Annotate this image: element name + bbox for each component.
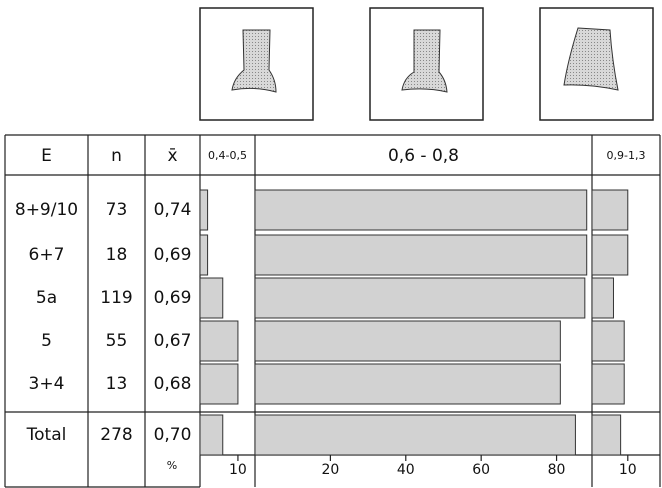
bar: [199, 189, 209, 231]
bar: [591, 234, 629, 276]
bar: [254, 234, 588, 276]
bar: [199, 277, 224, 319]
table-cell: 0,69: [154, 288, 192, 308]
bar: [591, 363, 625, 405]
shape-icons: [199, 7, 654, 121]
bar: [254, 320, 561, 362]
bar: [199, 234, 209, 276]
table-cell: Total: [26, 425, 67, 445]
table-cell: 3+4: [29, 374, 65, 394]
bar: [254, 414, 576, 456]
table-cell: 5: [41, 331, 52, 351]
table-cell: 73: [106, 200, 128, 220]
tick-label: 80: [548, 462, 566, 478]
tick-label: 10: [229, 462, 247, 478]
column-header: n: [111, 146, 122, 166]
table-cell: 0,70: [154, 425, 192, 445]
table-cell: 5a: [36, 288, 57, 308]
bar: [591, 414, 622, 456]
bar-group-header: 0,9-1,3: [607, 149, 646, 162]
table-cell: 0,74: [154, 200, 192, 220]
table-cell: 0,68: [154, 374, 192, 394]
unit-label: %: [167, 459, 177, 472]
table-cell: 13: [106, 374, 128, 394]
bar: [199, 320, 239, 362]
tick-label: 10: [619, 462, 637, 478]
bar: [199, 414, 224, 456]
table-cell: 55: [106, 331, 128, 351]
bar: [591, 189, 629, 231]
bar-group-header: 0,4-0,5: [208, 149, 247, 162]
column-header: x̄: [167, 146, 177, 166]
bar: [591, 277, 614, 319]
tick-label: 60: [472, 462, 490, 478]
bar-group-header: 0,6 - 0,8: [388, 146, 459, 166]
column-header: E: [41, 146, 52, 166]
table-cell: 119: [100, 288, 132, 308]
table-cell: 0,69: [154, 245, 192, 265]
bar: [591, 320, 625, 362]
table-cell: 6+7: [29, 245, 65, 265]
tick-label: 20: [321, 462, 339, 478]
table-cell: 0,67: [154, 331, 192, 351]
bar: [254, 277, 586, 319]
table-cell: 278: [100, 425, 132, 445]
tick-label: 40: [397, 462, 415, 478]
table-cell: 18: [106, 245, 128, 265]
bar: [254, 189, 588, 231]
bar: [254, 363, 561, 405]
bar: [199, 363, 239, 405]
table-cell: 8+9/10: [15, 200, 78, 220]
